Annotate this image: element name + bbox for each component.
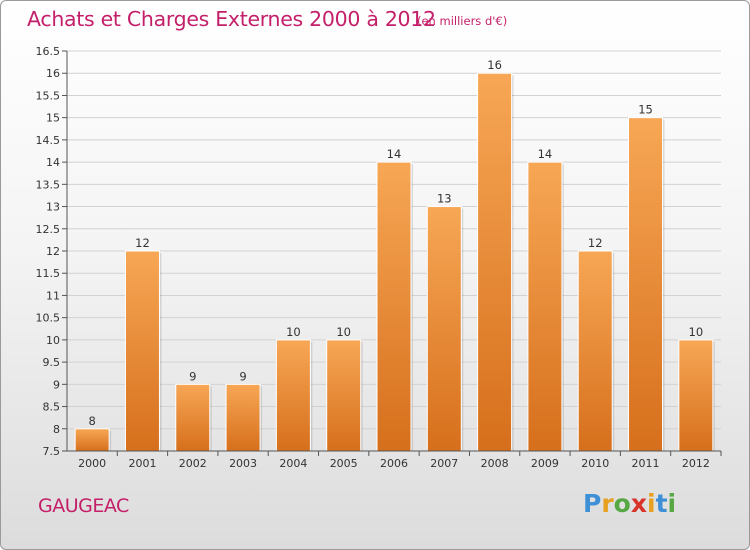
bar-2009 <box>527 161 563 452</box>
logo-letter: r <box>601 489 614 518</box>
bars <box>74 72 715 452</box>
x-tick-label: 2011 <box>632 457 660 470</box>
value-label: 9 <box>239 369 246 383</box>
x-tick-label: 2009 <box>531 457 559 470</box>
value-label: 16 <box>487 58 502 72</box>
x-tick-label: 2006 <box>380 457 408 470</box>
value-label: 12 <box>588 236 603 250</box>
x-tick-label: 2012 <box>682 457 710 470</box>
commune-name: GAUGEAC <box>38 495 129 517</box>
y-tick-label: 12.5 <box>36 223 61 236</box>
y-tick-label: 13.5 <box>36 178 61 191</box>
bar-2008 <box>477 72 513 452</box>
x-tick-label: 2004 <box>279 457 307 470</box>
bar-2003 <box>225 383 261 452</box>
y-tick-label: 11.5 <box>36 267 61 280</box>
x-tick-label: 2010 <box>581 457 609 470</box>
value-label: 14 <box>538 147 553 161</box>
y-tick-label: 7.5 <box>43 445 61 458</box>
y-tick-label: 15.5 <box>36 89 61 102</box>
y-tick-label: 15 <box>46 112 60 125</box>
y-tick-label: 14.5 <box>36 134 61 147</box>
logo-letter: t <box>655 489 668 518</box>
value-label: 10 <box>286 325 301 339</box>
x-tick-label: 2007 <box>430 457 458 470</box>
x-tick-label: 2005 <box>330 457 358 470</box>
logo-letter: i <box>667 489 677 518</box>
x-tick-label: 2003 <box>229 457 257 470</box>
value-label: 12 <box>135 236 150 250</box>
value-label: 15 <box>638 103 653 117</box>
bar-2002 <box>175 383 211 452</box>
y-tick-label: 10 <box>46 334 60 347</box>
value-label: 9 <box>189 369 196 383</box>
bar-2011 <box>628 117 664 452</box>
proxiti-logo: Proxiti <box>583 489 676 518</box>
logo-letter: i <box>647 489 656 518</box>
y-tick-label: 14 <box>46 156 60 169</box>
bar-2000 <box>74 428 110 452</box>
x-tick-label: 2002 <box>179 457 207 470</box>
bar-2012 <box>678 339 714 452</box>
y-tick-label: 16 <box>46 67 60 80</box>
bar-2001 <box>124 250 160 452</box>
x-tick-label: 2000 <box>78 457 106 470</box>
x-tick-label: 2008 <box>481 457 509 470</box>
y-tick-label: 8.5 <box>43 401 61 414</box>
y-tick-label: 8 <box>53 423 60 436</box>
y-tick-label: 16.5 <box>36 45 61 58</box>
y-tick-label: 10.5 <box>36 312 61 325</box>
data-labels: 8 12 9 9 10 10 14 13 16 14 12 15 10 <box>88 58 703 428</box>
bar-2006 <box>376 161 412 452</box>
value-label: 13 <box>437 192 452 206</box>
y-tick-label: 9.5 <box>43 356 61 369</box>
y-tick-label: 13 <box>46 201 60 214</box>
value-label: 8 <box>88 414 95 428</box>
y-tick-label: 9 <box>53 378 60 391</box>
value-label: 14 <box>387 147 402 161</box>
logo-letter: o <box>613 489 631 518</box>
axes: 7.5 8 8.5 9 9.5 10 10.5 11 11.5 12 12.5 13 13.5 14 14.… <box>36 45 722 470</box>
bar-2004 <box>275 339 311 452</box>
bar-2007 <box>426 206 462 452</box>
logo-letter: x <box>630 489 647 518</box>
value-label: 10 <box>689 325 704 339</box>
y-tick-label: 12 <box>46 245 60 258</box>
bar-2010 <box>577 250 613 452</box>
x-tick-label: 2001 <box>128 457 156 470</box>
chart-unit: (en milliers d'€) <box>417 14 508 28</box>
chart-title: Achats et Charges Externes 2000 à 2012 <box>27 7 436 31</box>
value-label: 10 <box>336 325 351 339</box>
bar-2005 <box>326 339 362 452</box>
logo-letter: P <box>583 489 602 518</box>
y-tick-label: 11 <box>46 289 60 302</box>
